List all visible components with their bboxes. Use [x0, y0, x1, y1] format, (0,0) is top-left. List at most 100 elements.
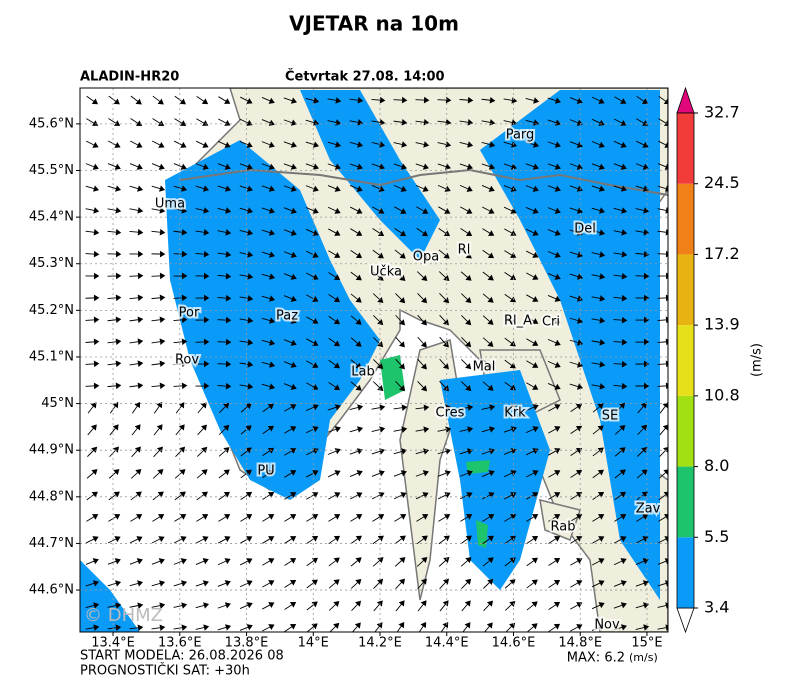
wind-arrow [174, 491, 186, 501]
wind-arrow [284, 404, 297, 412]
wind-arrow [130, 118, 143, 126]
wind-arrow [305, 185, 319, 192]
wind-arrow [395, 600, 405, 612]
wind-arrow [613, 251, 628, 258]
wind-arrow [151, 338, 166, 345]
wind-arrow [151, 316, 166, 324]
wind-arrow [437, 404, 452, 411]
wind-arrow [415, 426, 430, 433]
colorbar-label: 13.9 [704, 315, 740, 334]
wind-arrow [262, 602, 275, 610]
wind-arrow [283, 185, 297, 192]
wind-arrow [350, 271, 362, 281]
wind-arrow [459, 163, 473, 170]
wind-arrow [151, 602, 166, 609]
wind-arrow [107, 558, 121, 565]
wind-arrow [526, 250, 539, 258]
wind-arrow [218, 96, 231, 104]
wind-arrow [614, 118, 627, 126]
wind-arrow [526, 470, 539, 478]
wind-arrow [261, 141, 275, 148]
wind-arrow [239, 602, 253, 609]
wind-arrow [657, 624, 668, 631]
wind-arrow [393, 404, 408, 411]
wind-arrow [592, 403, 604, 413]
wind-arrow [569, 317, 584, 324]
lead-time: PROGNOSTIČKI SAT: +30h [80, 663, 250, 679]
colorbar-segment [677, 183, 694, 255]
wind-arrow [437, 96, 452, 104]
wind-arrow [614, 96, 627, 104]
wind-arrow [525, 97, 540, 104]
wind-arrow [504, 535, 517, 545]
wind-arrow [217, 360, 232, 368]
wind-arrow [195, 140, 209, 148]
wind-arrow [129, 207, 144, 214]
wind-arrow [461, 337, 472, 348]
wind-arrow [85, 250, 100, 258]
wind-arrow [591, 229, 606, 236]
wind-arrow [437, 118, 452, 126]
wind-arrow [174, 118, 187, 126]
wind-arrow [85, 272, 100, 280]
wind-arrow [306, 623, 318, 632]
wind-arrow [86, 514, 99, 522]
wind-arrow [129, 580, 144, 587]
wind-arrow [239, 295, 254, 302]
wind-arrow [328, 557, 340, 567]
wind-arrow [131, 401, 141, 414]
wind-arrow [525, 426, 539, 434]
wind-arrow [613, 185, 627, 192]
wind-arrow [262, 514, 275, 522]
wind-arrow [262, 469, 275, 478]
wind-arrow [482, 228, 495, 236]
wind-arrow [438, 206, 451, 214]
wind-arrow [306, 579, 318, 589]
wind-arrow [152, 491, 164, 501]
wind-arrow [197, 446, 208, 457]
wind-arrow [107, 294, 122, 302]
wind-arrow [85, 294, 100, 302]
wind-arrow [547, 295, 561, 302]
wind-arrow [107, 228, 122, 236]
wind-arrow [239, 273, 254, 280]
wind-arrow [239, 339, 254, 346]
wind-arrow [284, 514, 297, 522]
wind-arrow [219, 424, 230, 435]
wind-arrow [461, 578, 472, 589]
wind-arrow [195, 558, 209, 565]
wind-arrow [107, 250, 122, 258]
wind-area [80, 560, 140, 632]
wind-arrow [547, 163, 561, 170]
wind-arrow [613, 140, 627, 148]
wind-arrow [394, 271, 406, 281]
wind-arrow [417, 293, 428, 304]
wind-arrow [482, 337, 494, 347]
colorbar-frame [676, 112, 695, 609]
wind-arrow [569, 361, 584, 368]
wind-arrow [261, 207, 275, 214]
colorbar-label: 24.5 [704, 173, 740, 192]
wind-arrow [461, 315, 472, 326]
wind-arrow [481, 470, 495, 477]
wind-arrow [395, 578, 406, 590]
wind-arrow [283, 295, 297, 302]
wind-arrow [129, 272, 144, 280]
wind-arrow [460, 293, 472, 304]
wind-arrow [547, 338, 561, 346]
wind-arrow [415, 184, 429, 192]
wind-arrow [262, 403, 274, 413]
wind-arrow [284, 448, 297, 456]
colorbar-segment [677, 395, 694, 467]
lat-tick-label: 44.9°N [29, 443, 74, 458]
wind-arrow [417, 380, 428, 392]
wind-arrow [284, 426, 297, 434]
wind-arrow [658, 491, 668, 501]
wind-arrow [548, 623, 561, 632]
wind-arrow [130, 140, 143, 148]
wind-arrow [107, 316, 122, 324]
wind-arrow [394, 514, 407, 522]
wind-arrow [240, 469, 252, 479]
wind-arrow [240, 96, 253, 104]
lat-tick-label: 45.6°N [29, 116, 74, 131]
